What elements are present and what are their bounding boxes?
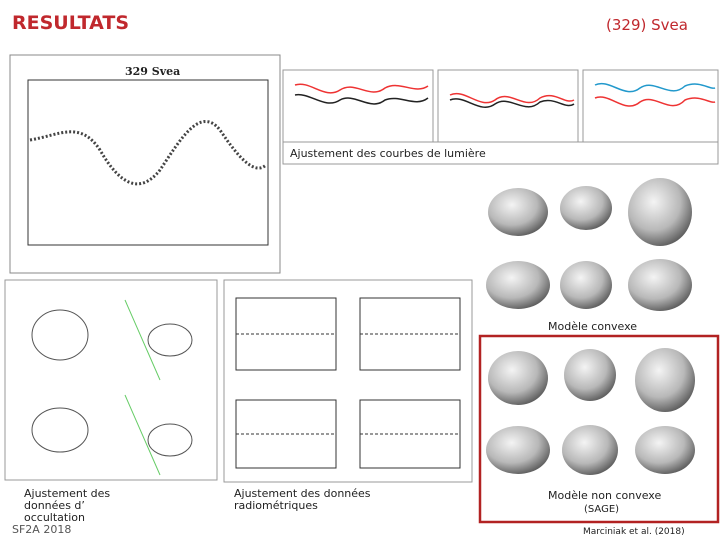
radiometric-caption: Ajustement des données radiométriques (234, 487, 371, 512)
convex-model-views (486, 178, 692, 311)
occultation-figure (4, 279, 218, 481)
caption-box (282, 141, 719, 165)
nonconvex-caption: Modèle non convexe (548, 489, 662, 502)
slide-title: RESULTATS (12, 12, 130, 34)
small-lightcurves (282, 69, 719, 143)
reference: Marciniak et al. (2018) (583, 527, 685, 537)
nonconvex-model-views (486, 348, 695, 475)
convex-caption: Modèle convexe (548, 320, 638, 333)
nonconvex-method: (SAGE) (584, 504, 620, 515)
lightcurve-points (29, 120, 268, 186)
plot-frame (27, 79, 269, 246)
lightcurve-caption: Ajustement des courbes de lumière (290, 147, 486, 160)
lightcurve-panel (9, 54, 281, 274)
plot-title: 329 Svea (125, 65, 181, 78)
slide-subtitle: (329) Svea (606, 16, 688, 34)
occultation-caption: Ajustement des données d’ occultation (24, 487, 111, 524)
conference: SF2A 2018 (12, 523, 72, 536)
radiometric-figure (223, 279, 473, 483)
